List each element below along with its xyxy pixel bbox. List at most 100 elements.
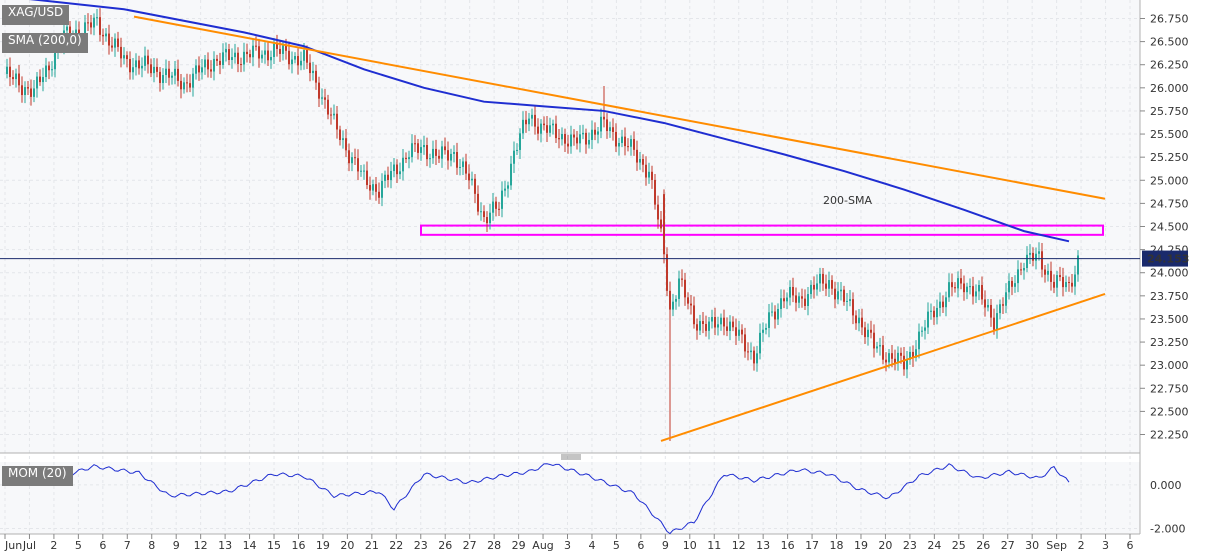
candle-body bbox=[195, 65, 197, 74]
candle-body bbox=[690, 303, 692, 306]
candle-body bbox=[420, 147, 422, 153]
candle-body bbox=[579, 134, 581, 144]
momentum-axis-ticks: 0.000 -2.000 bbox=[1150, 479, 1185, 536]
momentum-indicator-label[interactable]: MOM (20) bbox=[2, 466, 73, 486]
time-tick-label: 20 bbox=[878, 539, 892, 552]
candle-body bbox=[906, 359, 908, 370]
candle-body bbox=[348, 150, 350, 164]
time-tick-label: 6 bbox=[99, 539, 106, 552]
sma-200-path bbox=[28, 0, 1070, 243]
candle-body bbox=[324, 97, 326, 100]
candle-body bbox=[1053, 281, 1055, 288]
price-tick-label: 22.250 bbox=[1150, 429, 1189, 442]
candle-body bbox=[69, 26, 71, 39]
candle-body bbox=[789, 286, 791, 298]
candle-body bbox=[876, 346, 878, 349]
candle-body bbox=[861, 317, 863, 328]
candle-body bbox=[645, 164, 647, 178]
candle-body bbox=[345, 138, 347, 151]
candle-body bbox=[852, 299, 854, 316]
candle-body bbox=[1014, 283, 1016, 287]
candle-body bbox=[597, 131, 599, 135]
candle-body bbox=[765, 327, 767, 330]
candle-body bbox=[207, 59, 209, 70]
candle-body bbox=[426, 145, 428, 160]
time-tick-label: 12 bbox=[732, 539, 746, 552]
candle-body bbox=[843, 289, 845, 302]
candle-body bbox=[495, 201, 497, 209]
candle-body bbox=[543, 123, 545, 126]
candle-body bbox=[441, 146, 443, 159]
candle-body bbox=[297, 56, 299, 66]
candle-body bbox=[759, 332, 761, 354]
candle-body bbox=[630, 139, 632, 147]
candle-body bbox=[360, 170, 362, 172]
candle-body bbox=[129, 59, 131, 73]
candle-body bbox=[669, 290, 671, 310]
candle-body bbox=[219, 60, 221, 65]
candle-body bbox=[978, 285, 980, 292]
candle-body bbox=[273, 43, 275, 58]
candle-body bbox=[105, 33, 107, 37]
candle-body bbox=[582, 132, 584, 135]
candle-body bbox=[1011, 280, 1013, 287]
candle-body bbox=[933, 310, 935, 318]
time-tick-label: 16 bbox=[291, 539, 305, 552]
time-grid bbox=[4, 0, 1131, 534]
candle-body bbox=[165, 68, 167, 76]
candle-body bbox=[1062, 277, 1064, 288]
price-tag-value: 24.153 bbox=[1147, 253, 1189, 266]
candle-body bbox=[192, 73, 194, 88]
candle-body bbox=[873, 332, 875, 349]
candle-body bbox=[117, 38, 119, 47]
candle-body bbox=[111, 45, 113, 48]
price-grid bbox=[0, 17, 1140, 436]
candle-body bbox=[825, 283, 827, 289]
candle-body bbox=[711, 317, 713, 322]
sma-indicator-label[interactable]: SMA (200,0) bbox=[2, 33, 88, 53]
candle-body bbox=[969, 286, 971, 288]
candle-body bbox=[147, 55, 149, 65]
candle-body bbox=[570, 134, 572, 147]
price-tick-label: 24.000 bbox=[1150, 267, 1189, 280]
candle-body bbox=[180, 80, 182, 90]
candle-body bbox=[741, 329, 743, 335]
candle-body bbox=[774, 311, 776, 320]
candle-body bbox=[951, 282, 953, 288]
candle-body bbox=[501, 190, 503, 209]
price-tick-label: 25.500 bbox=[1150, 128, 1189, 141]
momentum-pane-bg bbox=[0, 462, 1140, 534]
candle-body bbox=[735, 327, 737, 336]
time-tick-label: 8 bbox=[148, 539, 155, 552]
candle-body bbox=[399, 171, 401, 175]
candle-body bbox=[831, 280, 833, 289]
candle-body bbox=[303, 50, 305, 61]
time-tick-label: 18 bbox=[830, 539, 844, 552]
time-tick-label: 26 bbox=[976, 539, 990, 552]
candle-body bbox=[510, 163, 512, 186]
candle-body bbox=[90, 22, 92, 28]
time-tick-label: 20 bbox=[340, 539, 354, 552]
candle-body bbox=[198, 65, 200, 73]
candle-body bbox=[366, 170, 368, 186]
candle-body bbox=[639, 159, 641, 163]
pane-resize-handle[interactable] bbox=[561, 454, 581, 460]
candle-body bbox=[891, 353, 893, 359]
symbol-label[interactable]: XAG/USD bbox=[2, 5, 70, 25]
candle-body bbox=[1047, 270, 1049, 275]
candle-body bbox=[966, 286, 968, 293]
candle-body bbox=[453, 152, 455, 154]
candle-body bbox=[627, 146, 629, 148]
candle-body bbox=[798, 296, 800, 303]
candle-body bbox=[984, 299, 986, 308]
candle-body bbox=[306, 50, 308, 63]
candle-body bbox=[252, 45, 254, 58]
candle-body bbox=[498, 208, 500, 210]
candle-body bbox=[285, 45, 287, 51]
candle-body bbox=[771, 311, 773, 313]
candle-body bbox=[585, 132, 587, 145]
candle-body bbox=[201, 67, 203, 73]
candle-body bbox=[744, 334, 746, 352]
candle-body bbox=[651, 171, 653, 180]
candle-body bbox=[438, 155, 440, 159]
